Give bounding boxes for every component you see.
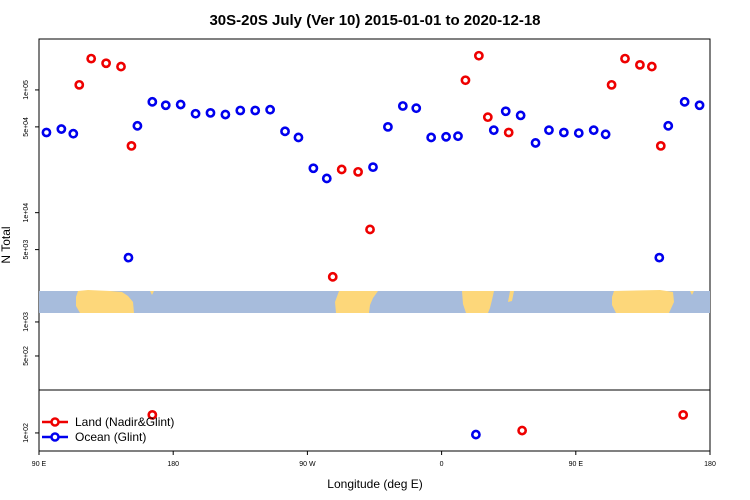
x-tick-label: 180	[704, 461, 716, 468]
data-point	[56, 124, 67, 134]
data-point	[426, 132, 437, 143]
data-point	[473, 50, 484, 61]
data-point	[411, 103, 422, 114]
series-ocean	[41, 96, 705, 440]
chart-title: 30S-20S July (Ver 10) 2015-01-01 to 2020…	[209, 12, 540, 29]
data-point	[327, 271, 338, 282]
y-axis-ticks: 1e+05 5e+04 1e+04 5e+03 1e+03 5e+02 1e+02	[23, 80, 39, 443]
y-axis-label: N Total	[0, 226, 13, 263]
data-point	[160, 100, 171, 111]
data-point	[588, 125, 599, 136]
data-point	[482, 112, 493, 123]
data-point	[530, 138, 541, 148]
x-axis-ticks: 90 E 180 90 W 0 90 E 180	[32, 451, 716, 468]
data-point	[132, 120, 143, 131]
legend: Land (Nadir&Glint) Ocean (Glint)	[42, 415, 174, 444]
data-point	[558, 127, 569, 138]
data-point	[336, 164, 347, 175]
data-point	[470, 429, 481, 440]
y-tick-label: 5e+03	[23, 240, 30, 260]
data-point	[383, 121, 393, 132]
data-point	[126, 140, 137, 151]
data-point	[678, 409, 689, 420]
legend-label-land: Land (Nadir&Glint)	[75, 415, 174, 429]
data-point	[517, 425, 528, 436]
map-land-madagascar	[508, 291, 514, 302]
map-land-australia	[76, 290, 134, 313]
data-point	[235, 105, 246, 116]
x-tick-label: 90 W	[299, 461, 316, 468]
data-point	[600, 129, 611, 140]
map-land-africa	[462, 291, 494, 313]
data-point	[365, 224, 375, 235]
data-point	[397, 101, 408, 111]
data-point	[86, 53, 97, 64]
data-point	[663, 120, 674, 131]
x-tick-label: 0	[440, 461, 444, 468]
series-land	[74, 50, 689, 436]
map-ocean	[39, 291, 710, 313]
y-tick-label: 1e+03	[23, 312, 30, 332]
data-point	[679, 96, 690, 107]
data-point	[116, 61, 126, 72]
y-tick-label: 5e+04	[23, 117, 30, 137]
data-point	[321, 173, 332, 184]
data-point	[646, 61, 657, 72]
data-point	[190, 108, 201, 119]
data-point	[460, 75, 471, 86]
data-point	[606, 79, 617, 90]
data-point	[503, 127, 514, 138]
data-point	[147, 409, 158, 420]
x-axis-label: Longitude (deg E)	[327, 477, 422, 491]
x-tick-label: 90 E	[569, 461, 584, 468]
y-tick-label: 1e+05	[23, 80, 30, 100]
legend-item-land: Land (Nadir&Glint)	[42, 415, 174, 429]
data-point	[123, 252, 134, 263]
data-point	[147, 96, 158, 107]
data-point	[573, 128, 584, 138]
data-point	[515, 110, 526, 121]
data-point	[280, 126, 290, 137]
x-tick-label: 180	[167, 461, 179, 468]
plot-frame	[38, 38, 711, 452]
data-point	[293, 132, 304, 143]
x-tick-label: 90 E	[32, 461, 47, 468]
data-point	[250, 105, 261, 116]
data-point	[175, 99, 186, 110]
y-tick-label: 1e+02	[23, 423, 30, 443]
y-tick-label: 5e+02	[23, 346, 30, 366]
data-point	[453, 131, 463, 142]
data-point	[353, 166, 363, 177]
legend-marker-land	[50, 417, 60, 427]
data-point	[694, 100, 705, 111]
legend-item-ocean: Ocean (Glint)	[42, 430, 146, 444]
data-point	[368, 162, 378, 173]
data-point	[654, 252, 665, 263]
data-point	[220, 109, 231, 120]
y-tick-label: 1e+04	[23, 203, 30, 223]
data-point	[205, 107, 216, 118]
data-points	[41, 50, 705, 440]
map-land-nz	[150, 291, 154, 295]
map-land-australia-repeat	[612, 290, 674, 313]
data-point	[74, 79, 85, 90]
map-land-nz-repeat	[690, 291, 694, 295]
legend-label-ocean: Ocean (Glint)	[75, 430, 146, 444]
data-point	[441, 131, 451, 142]
data-point	[620, 53, 630, 64]
data-point	[488, 125, 499, 136]
data-point	[308, 163, 319, 174]
data-point	[500, 106, 511, 117]
world-map-strip	[39, 290, 710, 313]
data-point	[265, 104, 276, 115]
data-point	[655, 140, 666, 151]
data-point	[544, 125, 554, 136]
data-point	[635, 59, 645, 70]
map-land-americas	[335, 291, 378, 313]
data-point	[41, 127, 52, 138]
data-point	[101, 58, 111, 69]
data-point	[68, 128, 79, 139]
legend-marker-ocean	[50, 432, 60, 442]
